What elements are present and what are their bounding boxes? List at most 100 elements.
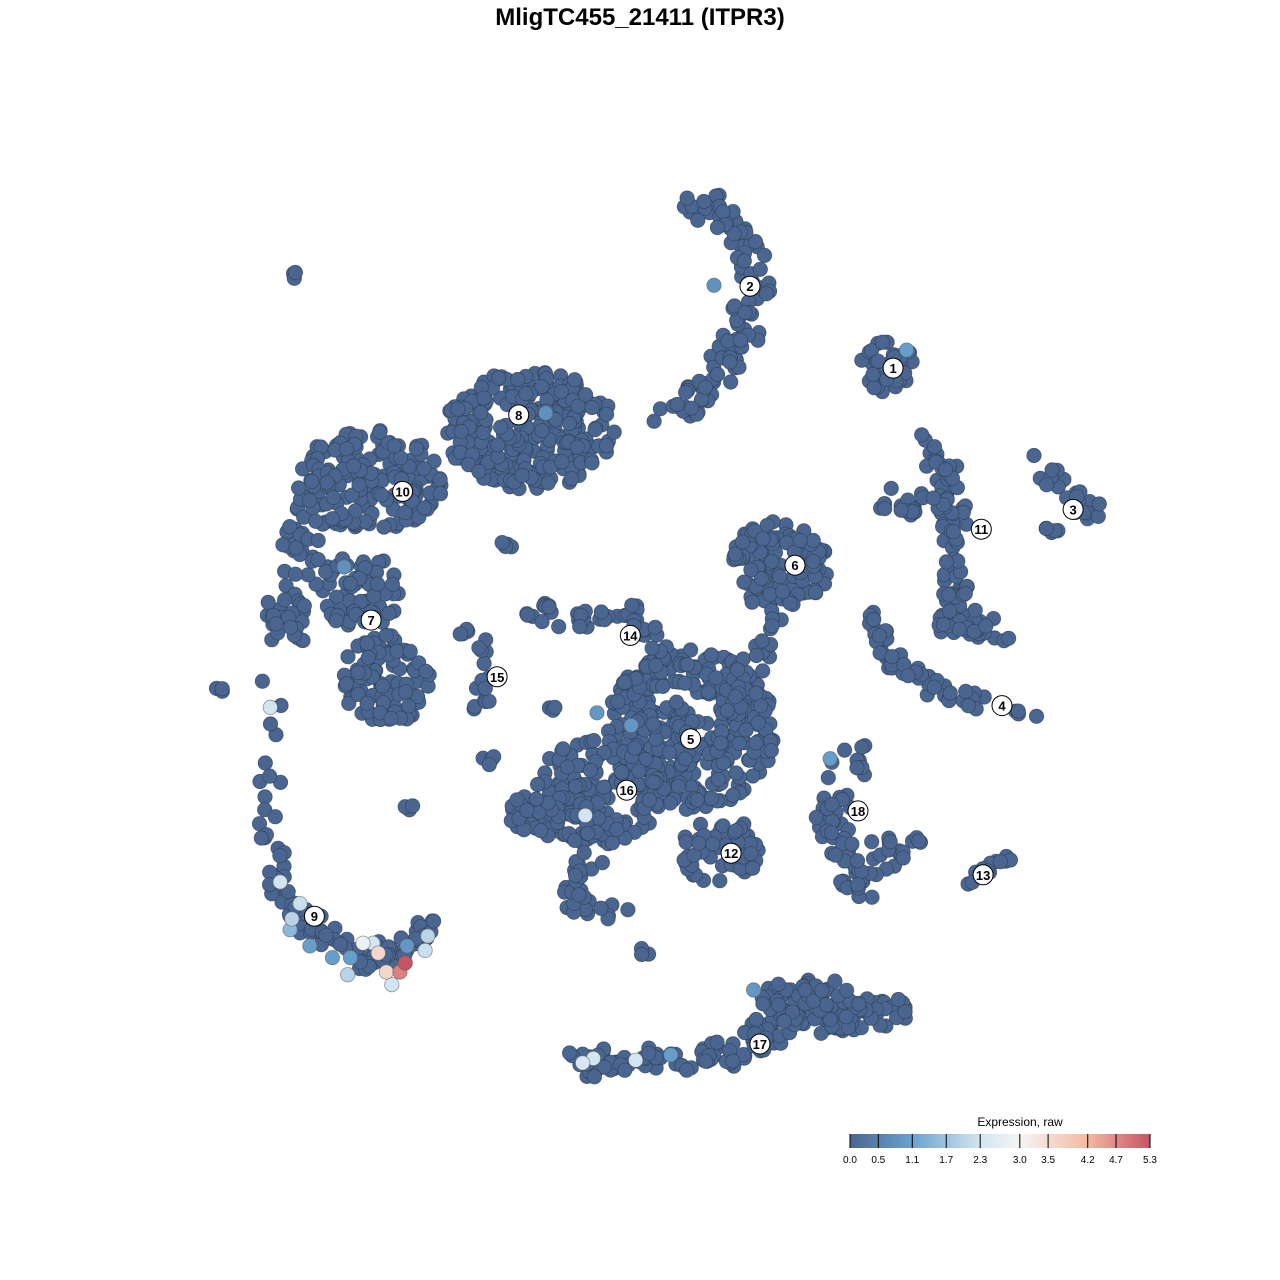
- cell-point: [371, 424, 388, 440]
- cell-point: [254, 673, 270, 689]
- cell-point: [677, 751, 693, 767]
- cell-point: [304, 473, 320, 489]
- cell-point: [310, 551, 326, 568]
- cell-point: [644, 640, 660, 656]
- cell-point: [519, 607, 536, 623]
- cell-point: [386, 438, 402, 454]
- cell-point: [732, 332, 749, 348]
- cell-point: [606, 424, 622, 440]
- cluster-label: 6: [791, 558, 798, 573]
- cell-point: [764, 553, 780, 570]
- cell-point: [935, 616, 952, 633]
- cell-point: [727, 546, 743, 562]
- cell-point: [822, 1011, 838, 1028]
- cell-point: [709, 366, 726, 383]
- cell-point: [727, 689, 743, 705]
- cell-point: [940, 587, 957, 603]
- cell-point: [554, 454, 570, 470]
- cell-point: [471, 463, 487, 480]
- cell-point: [914, 427, 930, 443]
- cell-point: [726, 226, 742, 242]
- cell-point: [748, 685, 764, 701]
- cell-point: [593, 604, 609, 620]
- cluster-label-badge: [486, 666, 508, 688]
- cell-point: [725, 1053, 741, 1069]
- cell-point: [731, 735, 747, 752]
- expressing-cell-point: [336, 559, 352, 575]
- cluster-label-badge: [720, 842, 742, 864]
- cell-point: [262, 768, 278, 784]
- cell-point: [600, 911, 616, 927]
- expressing-cell-point: [628, 1052, 644, 1068]
- expressing-cell-point: [745, 982, 762, 998]
- cell-point: [648, 657, 664, 674]
- cell-point: [877, 500, 893, 517]
- cell-point: [1044, 462, 1060, 478]
- cluster-label: 5: [687, 732, 694, 747]
- cluster-label-badge: [784, 554, 806, 576]
- cell-point: [709, 1034, 725, 1050]
- cell-point: [290, 480, 307, 496]
- cell-point: [895, 850, 911, 866]
- cell-point: [728, 823, 744, 839]
- expressing-cell-point: [399, 938, 415, 954]
- legend-tick-label: 2.3: [973, 1155, 987, 1166]
- cell-point: [882, 834, 898, 850]
- cell-point: [567, 832, 583, 849]
- cluster-label-badge: [619, 624, 641, 646]
- cell-point: [475, 424, 491, 441]
- cell-point: [572, 618, 588, 635]
- cell-point: [1028, 708, 1045, 724]
- cluster-label: 8: [515, 408, 522, 423]
- cell-point: [381, 605, 397, 622]
- cell-point: [325, 489, 341, 506]
- cell-point: [661, 744, 678, 761]
- cell-point: [514, 467, 530, 484]
- cell-point: [645, 716, 661, 732]
- expressing-cell-point: [384, 976, 400, 993]
- cell-point: [518, 385, 534, 402]
- cell-point: [745, 768, 761, 784]
- cell-point: [586, 732, 602, 749]
- cell-point: [359, 695, 375, 711]
- cluster-label-badge: [360, 609, 382, 631]
- cell-point: [723, 374, 739, 390]
- cell-point: [776, 1013, 792, 1029]
- cell-point: [492, 419, 509, 435]
- cell-point: [310, 532, 326, 549]
- cell-point: [610, 694, 626, 710]
- cell-point: [814, 982, 830, 999]
- cell-point: [510, 371, 526, 388]
- cell-point: [737, 304, 753, 321]
- cell-point: [584, 399, 600, 416]
- cluster-label-badge: [991, 695, 1013, 717]
- cell-point: [471, 640, 487, 656]
- cell-point: [764, 618, 780, 634]
- cell-point: [942, 685, 958, 701]
- legend-tick-label: 4.2: [1081, 1155, 1095, 1166]
- cell-point: [633, 946, 650, 963]
- cluster-label: 9: [311, 909, 318, 924]
- cell-point: [854, 739, 870, 755]
- cell-point: [596, 779, 612, 795]
- cell-point: [679, 656, 696, 673]
- cell-point: [838, 1009, 854, 1025]
- cell-point: [392, 450, 409, 466]
- expressing-cell-point: [663, 1047, 679, 1063]
- cell-point: [533, 822, 549, 839]
- cluster-label-badge: [970, 518, 992, 540]
- cell-point: [257, 789, 273, 805]
- cell-point: [586, 1069, 603, 1085]
- expressing-cell-point: [538, 405, 554, 421]
- cell-point: [519, 802, 535, 818]
- cell-point: [782, 595, 798, 611]
- cluster-label: 15: [490, 670, 504, 685]
- cell-point: [709, 219, 726, 236]
- cluster-label-badge: [1062, 498, 1084, 520]
- expressing-cell-point: [370, 945, 386, 961]
- cell-point: [617, 1062, 633, 1078]
- expressing-cell-point: [324, 949, 340, 966]
- cell-point: [624, 597, 640, 613]
- cell-point: [351, 477, 367, 493]
- legend-tick-label: 3.0: [1013, 1155, 1027, 1166]
